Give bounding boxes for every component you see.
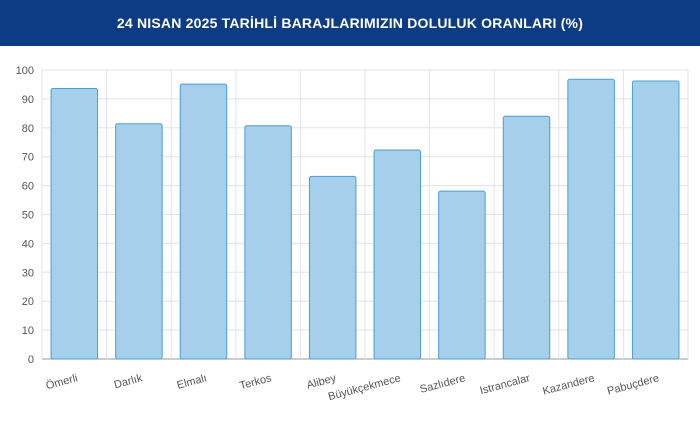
y-tick-label: 30 <box>22 267 34 279</box>
x-axis-labels: Ömerli Darlık Elmalı Terkos AlibeyBüyükçekme… <box>45 372 661 403</box>
x-tick-label: Büyükçekmece <box>327 372 402 403</box>
bar[interactable] <box>308 175 357 360</box>
y-tick-label: 70 <box>22 152 34 164</box>
bar[interactable] <box>244 125 292 360</box>
chart-header: 24 NISAN 2025 TARİHLİ BARAJLARIMIZIN DOL… <box>0 0 700 46</box>
y-tick-label: 20 <box>22 296 34 308</box>
bar[interactable] <box>567 78 615 360</box>
x-tick-label: Kazandere <box>541 372 596 397</box>
y-tick-label: 90 <box>22 94 34 106</box>
x-tick-label: Istrancalar <box>479 372 532 397</box>
bar[interactable] <box>631 80 680 360</box>
y-axis-ticks: 0 10 20 30 40 50 60 70 80 90 100 <box>16 65 34 366</box>
y-tick-label: 50 <box>22 210 34 222</box>
bar[interactable] <box>50 87 99 360</box>
y-tick-label: 10 <box>22 325 34 337</box>
chart-title: 24 NISAN 2025 TARİHLİ BARAJLARIMIZIN DOL… <box>116 15 584 31</box>
bars <box>50 78 680 360</box>
x-tick-label: Sazlıdere <box>419 372 467 396</box>
x-tick-label: Ömerli <box>45 372 79 392</box>
bar-chart: 0 10 20 30 40 50 60 70 80 90 100 Ömerli Darlık Elmal… <box>16 65 689 403</box>
y-tick-label: 40 <box>22 238 34 250</box>
x-tick-label: Alibey <box>305 372 338 391</box>
bar[interactable] <box>502 115 551 360</box>
bar[interactable] <box>115 123 163 360</box>
bar[interactable] <box>373 149 422 360</box>
x-tick-label: Terkos <box>238 372 273 392</box>
x-tick-label: Darlık <box>113 372 144 391</box>
x-tick-label: Pabuçdere <box>606 372 661 397</box>
bar[interactable] <box>179 83 228 360</box>
y-tick-label: 60 <box>22 181 34 193</box>
y-tick-label: 100 <box>16 65 34 77</box>
y-tick-label: 80 <box>22 123 34 135</box>
bar[interactable] <box>438 190 486 360</box>
y-tick-label: 0 <box>28 354 34 366</box>
x-tick-label: Elmalı <box>176 372 209 392</box>
